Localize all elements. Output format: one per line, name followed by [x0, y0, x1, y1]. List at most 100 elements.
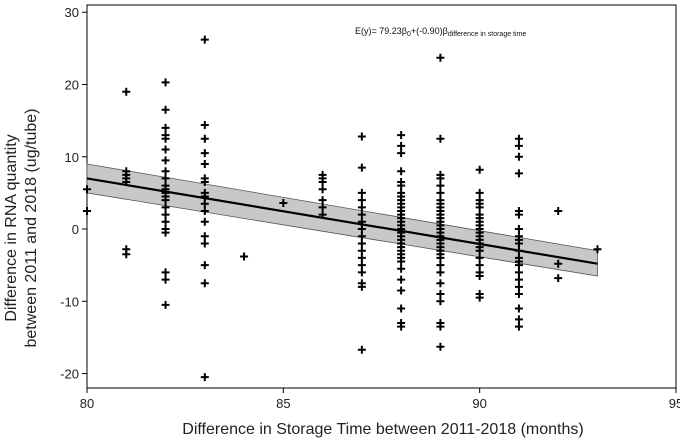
data-point	[161, 228, 170, 237]
data-point	[161, 217, 170, 226]
data-point	[436, 188, 445, 197]
data-point	[397, 141, 406, 150]
data-point	[436, 279, 445, 288]
data-point	[357, 282, 366, 291]
data-point	[514, 134, 523, 143]
data-point	[161, 105, 170, 114]
data-point	[357, 232, 366, 241]
data-point	[436, 261, 445, 270]
data-point	[161, 145, 170, 154]
data-point	[200, 149, 209, 158]
data-point	[436, 181, 445, 190]
equation-sub0: 0	[407, 31, 411, 38]
data-point	[279, 199, 288, 208]
data-point	[357, 345, 366, 354]
data-point	[161, 268, 170, 277]
data-point	[475, 246, 484, 255]
data-point	[475, 165, 484, 174]
data-point	[436, 134, 445, 143]
data-point	[475, 261, 484, 270]
data-point	[200, 199, 209, 208]
data-point	[161, 275, 170, 284]
data-point	[357, 163, 366, 172]
data-point	[514, 315, 523, 324]
data-point	[200, 206, 209, 215]
data-point	[357, 261, 366, 270]
data-point	[436, 174, 445, 183]
data-point	[200, 279, 209, 288]
equation-sub1: difference in storage time	[448, 31, 527, 38]
data-point	[514, 239, 523, 248]
plot-frame	[86, 4, 677, 389]
data-point	[397, 181, 406, 190]
x-tick-label: 95	[669, 396, 680, 411]
data-point	[357, 225, 366, 234]
data-point	[357, 239, 366, 248]
data-point	[436, 322, 445, 331]
data-point	[554, 274, 563, 283]
data-point	[83, 206, 91, 215]
tick-layer: 80 85 90 95 -20 -10 0 10 20 30	[60, 5, 680, 411]
data-point	[200, 159, 209, 168]
data-point	[83, 185, 91, 194]
data-point	[318, 196, 327, 205]
data-point	[397, 131, 406, 140]
data-point	[514, 322, 523, 331]
data-point	[161, 167, 170, 176]
data-point	[397, 167, 406, 176]
data-point	[122, 250, 131, 259]
data-point	[554, 206, 563, 215]
data-point	[475, 293, 484, 302]
equation-middle: +(-0.90)β	[411, 26, 448, 36]
data-point	[161, 203, 170, 212]
data-point	[475, 271, 484, 280]
data-point	[161, 78, 170, 87]
data-point	[514, 169, 523, 178]
data-point	[436, 342, 445, 351]
x-tick-label: 90	[472, 396, 486, 411]
data-point	[436, 290, 445, 299]
y-tick-label: 20	[65, 77, 79, 92]
data-point	[514, 261, 523, 270]
data-point	[593, 245, 602, 254]
data-point	[161, 300, 170, 309]
data-point	[357, 253, 366, 262]
data-point	[397, 286, 406, 295]
x-tick-label: 85	[276, 396, 290, 411]
data-point	[436, 268, 445, 277]
data-point	[161, 174, 170, 183]
data-point	[397, 275, 406, 284]
data-point	[357, 210, 366, 219]
data-point	[514, 210, 523, 219]
data-point	[240, 252, 249, 261]
data-point	[161, 196, 170, 205]
data-point	[514, 290, 523, 299]
data-point	[161, 123, 170, 132]
data-point	[318, 203, 327, 212]
data-point	[514, 275, 523, 284]
y-tick-label: -20	[60, 367, 79, 382]
data-point	[514, 282, 523, 291]
data-point	[436, 53, 445, 62]
y-tick-label: 0	[72, 222, 79, 237]
data-point	[200, 217, 209, 226]
data-point	[436, 297, 445, 306]
y-axis-title-line1: Difference in RNA quantity	[3, 134, 20, 321]
data-point	[200, 35, 209, 44]
data-point	[475, 203, 484, 212]
data-point	[200, 134, 209, 143]
y-tick-label: -10	[60, 294, 79, 309]
data-point	[514, 141, 523, 150]
data-point	[318, 178, 327, 187]
data-point	[514, 268, 523, 277]
data-point	[475, 253, 484, 262]
data-point	[357, 188, 366, 197]
data-point	[161, 134, 170, 143]
data-point	[397, 322, 406, 331]
data-point	[554, 259, 563, 268]
data-point	[357, 246, 366, 255]
data-point	[514, 225, 523, 234]
equation-prefix: E(y)= 79.23β	[355, 26, 407, 36]
regression-equation: E(y)= 79.23β0+(-0.90)βdifference in stor…	[355, 26, 526, 38]
